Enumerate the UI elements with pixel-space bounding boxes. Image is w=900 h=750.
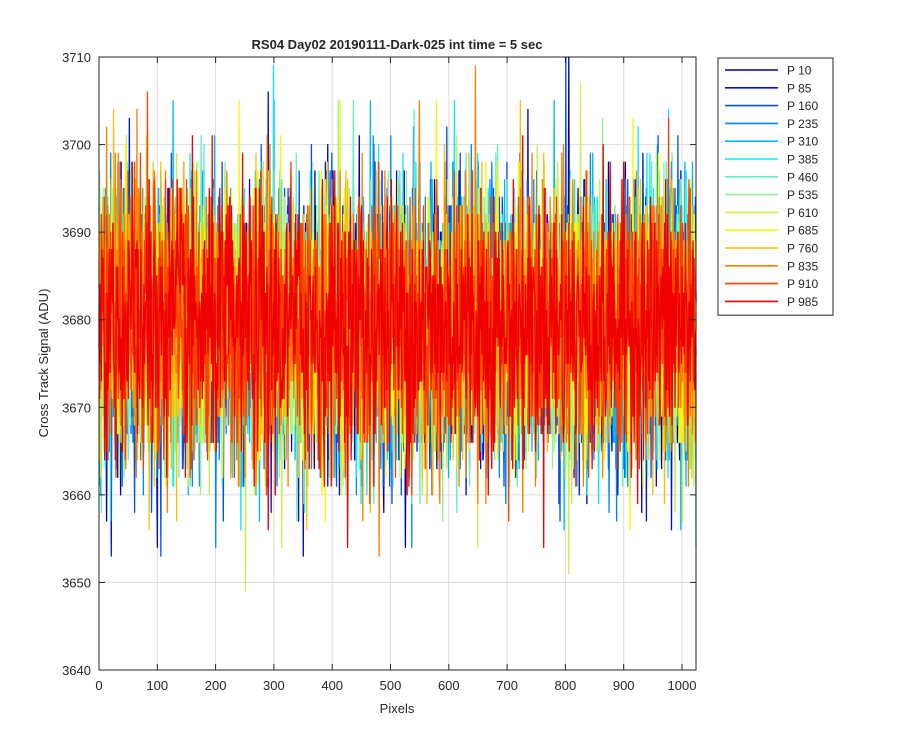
y-axis-label: Cross Track Signal (ADU) bbox=[36, 289, 51, 438]
legend-label: P 685 bbox=[787, 224, 818, 238]
x-tick-label: 600 bbox=[438, 678, 460, 693]
legend-label: P 385 bbox=[787, 153, 818, 167]
x-axis-label: Pixels bbox=[380, 701, 415, 716]
legend-label: P 835 bbox=[787, 259, 818, 273]
legend-label: P 985 bbox=[787, 295, 818, 309]
y-tick-label: 3700 bbox=[62, 138, 91, 153]
y-tick-label: 3710 bbox=[62, 50, 91, 65]
x-tick-label: 200 bbox=[205, 678, 227, 693]
axis-ticks: 0 100 200 300 400 500 600 700 800 900 1000 3640 3650… bbox=[62, 50, 696, 693]
legend-label: P 310 bbox=[787, 135, 818, 149]
y-tick-label: 3690 bbox=[62, 225, 91, 240]
legend-box bbox=[717, 57, 834, 316]
legend-label: P 460 bbox=[787, 170, 818, 184]
plot-lines bbox=[98, 56, 697, 592]
legend-label: P 10 bbox=[787, 64, 812, 78]
x-tick-label: 500 bbox=[380, 678, 402, 693]
series-line-p-985 bbox=[98, 135, 697, 549]
legend: P 10 P 85 P 160 P 235 P 310 P 385 P 460 P 535 P … bbox=[717, 57, 834, 316]
legend-label: P 610 bbox=[787, 206, 818, 220]
x-tick-label: 800 bbox=[555, 678, 577, 693]
legend-label: P 535 bbox=[787, 188, 818, 202]
legend-label: P 85 bbox=[787, 81, 812, 95]
legend-label: P 160 bbox=[787, 99, 818, 113]
x-tick-label: 300 bbox=[263, 678, 285, 693]
x-tick-label: 900 bbox=[613, 678, 635, 693]
legend-label: P 760 bbox=[787, 242, 818, 256]
chart-title: RS04 Day02 20190111-Dark-025 int time = … bbox=[252, 37, 543, 52]
legend-label: P 910 bbox=[787, 277, 818, 291]
y-tick-label: 3680 bbox=[62, 313, 91, 328]
y-tick-label: 3660 bbox=[62, 488, 91, 503]
x-tick-label: 700 bbox=[496, 678, 518, 693]
legend-label: P 235 bbox=[787, 117, 818, 131]
y-tick-label: 3670 bbox=[62, 400, 91, 415]
y-tick-label: 3640 bbox=[62, 663, 91, 678]
x-tick-label: 400 bbox=[321, 678, 343, 693]
x-tick-label: 1000 bbox=[668, 678, 697, 693]
plot-frame bbox=[98, 56, 697, 671]
y-tick-label: 3650 bbox=[62, 575, 91, 590]
x-tick-label: 0 bbox=[95, 678, 102, 693]
x-tick-label: 100 bbox=[146, 678, 168, 693]
